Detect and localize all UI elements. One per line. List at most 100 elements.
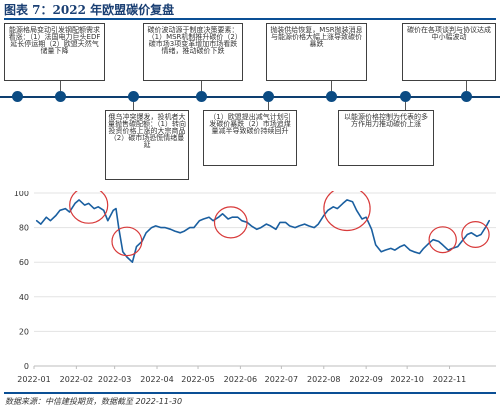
timeline-stem [268, 102, 269, 110]
carbon-price-point [251, 225, 252, 226]
carbon-price-point [174, 231, 175, 232]
carbon-price-point [98, 206, 99, 207]
carbon-price-point [333, 206, 334, 207]
timeline-stem [133, 102, 134, 110]
x-tick-label: 2022-09 [349, 375, 382, 384]
carbon-price-point [59, 210, 60, 211]
carbon-price-line [35, 199, 491, 263]
carbon-price-point [237, 217, 238, 218]
x-tick-label: 2022-06 [224, 375, 257, 384]
carbon-price-point [193, 227, 194, 228]
carbon-price-point [84, 205, 85, 206]
carbon-price-point [266, 224, 267, 225]
carbon-price-point [404, 244, 405, 245]
carbon-price-point [337, 208, 338, 209]
carbon-price-point [295, 227, 296, 228]
timeline-event-box: 以能源价格控制为代表的多方作用力推动碳价上涨 [338, 110, 434, 166]
carbon-price-point [352, 201, 353, 202]
timeline-event-text: 以能源价格控制为代表的多方作用力推动碳价上涨 [344, 113, 428, 128]
carbon-price-point [423, 248, 424, 249]
timeline-event-box: 碳价在各项谈判与协议达成中小幅波动 [402, 23, 496, 81]
carbon-price-point [457, 246, 458, 247]
carbon-price-point [146, 232, 147, 233]
carbon-price-point [118, 227, 119, 228]
carbon-price-point [208, 217, 209, 218]
carbon-price-point [180, 232, 181, 233]
carbon-price-point [161, 227, 162, 228]
carbon-price-point [50, 220, 51, 221]
timeline-event-box: 抛装供给恢复，MSR抛装消息与能源价格大幅上涨导致碳价暴跌 [266, 23, 367, 81]
carbon-price-point [36, 220, 37, 221]
carbon-price-point [419, 253, 420, 254]
carbon-price-point [467, 234, 468, 235]
chart-svg: 0 20 40 60 80 100 2022-01 2022-02 2022-03 2022-04… [14, 191, 496, 384]
carbon-price-point [184, 231, 185, 232]
timeline-dot [325, 91, 337, 102]
carbon-price-point [55, 215, 56, 216]
carbon-price-point [232, 217, 233, 218]
timeline-dot [399, 91, 411, 102]
carbon-price-point [361, 218, 362, 219]
carbon-price-point [165, 227, 166, 228]
carbon-price-point [46, 217, 47, 218]
carbon-price-point [342, 203, 343, 204]
x-tick-label: 2022-02 [60, 375, 93, 384]
carbon-price-point [433, 239, 434, 240]
carbon-price-point [442, 244, 443, 245]
x-tick-label: 2022-03 [98, 375, 131, 384]
carbon-price-point [327, 210, 328, 211]
carbon-price-point [74, 203, 75, 204]
carbon-price-point [69, 211, 70, 212]
y-tick-label: 80 [19, 224, 29, 233]
x-tick-label: 2022-07 [265, 375, 298, 384]
x-tick-label: 2022-01 [17, 375, 50, 384]
carbon-price-point [213, 220, 214, 221]
x-tick-label: 2022-10 [390, 375, 423, 384]
carbon-price-point [471, 232, 472, 233]
carbon-price-point [375, 244, 376, 245]
carbon-price-point [88, 203, 89, 204]
carbon-price-point [289, 225, 290, 226]
carbon-price-point [409, 250, 410, 251]
carbon-price-point [228, 218, 229, 219]
timeline-dot [127, 91, 139, 102]
y-tick-label: 100 [14, 191, 29, 198]
carbon-price-point [151, 227, 152, 228]
carbon-price-point [170, 229, 171, 230]
carbon-price-chart: 0 20 40 60 80 100 2022-01 2022-02 2022-03 2022-04… [0, 191, 500, 390]
timeline-dot [262, 91, 274, 102]
carbon-price-point [103, 210, 104, 211]
timeline-axis [0, 96, 500, 98]
footer-divider [4, 392, 496, 394]
carbon-price-point [346, 199, 347, 200]
carbon-price-point [285, 222, 286, 223]
timeline-event-text: 碳价在各项谈判与协议达成中小幅波动 [407, 26, 491, 41]
y-tick-label: 60 [19, 258, 29, 267]
timeline-dot [54, 91, 66, 102]
highlight-circle [69, 191, 109, 224]
carbon-price-point [199, 220, 200, 221]
carbon-price-point [222, 213, 223, 214]
timeline-event-text: （1）欧盟提出减气计划引发碳价暴跌（2）市场追煤量减半导致碳价持续回升 [209, 113, 291, 135]
carbon-price-point [270, 225, 271, 226]
carbon-price-point [94, 208, 95, 209]
carbon-price-point [314, 227, 315, 228]
carbon-price-point [308, 225, 309, 226]
x-tick-label: 2022-11 [433, 375, 466, 384]
timeline-event-box: （1）欧盟提出减气计划引发碳价暴跌（2）市场追煤量减半导致碳价持续回升 [203, 110, 297, 166]
x-tick-label: 2022-04 [140, 375, 173, 384]
carbon-price-point [107, 220, 108, 221]
carbon-price-point [366, 217, 367, 218]
carbon-price-point [189, 227, 190, 228]
timeline-event-text: 碳价波动源于制度决策要素：（1）MSR机制推升碳价（2）碳市场3项变革增加市场看… [147, 26, 239, 55]
carbon-price-point [155, 225, 156, 226]
figure-title: 图表 7：2022 年欧盟碳价复盘 [4, 3, 175, 17]
highlight-circle [213, 206, 248, 239]
timeline-stem [405, 102, 406, 110]
carbon-price-point [122, 251, 123, 252]
carbon-price-point [480, 234, 481, 235]
timeline-stem [331, 81, 332, 91]
carbon-price-point [476, 236, 477, 237]
carbon-price-point [356, 210, 357, 211]
timeline-stem [60, 81, 61, 91]
